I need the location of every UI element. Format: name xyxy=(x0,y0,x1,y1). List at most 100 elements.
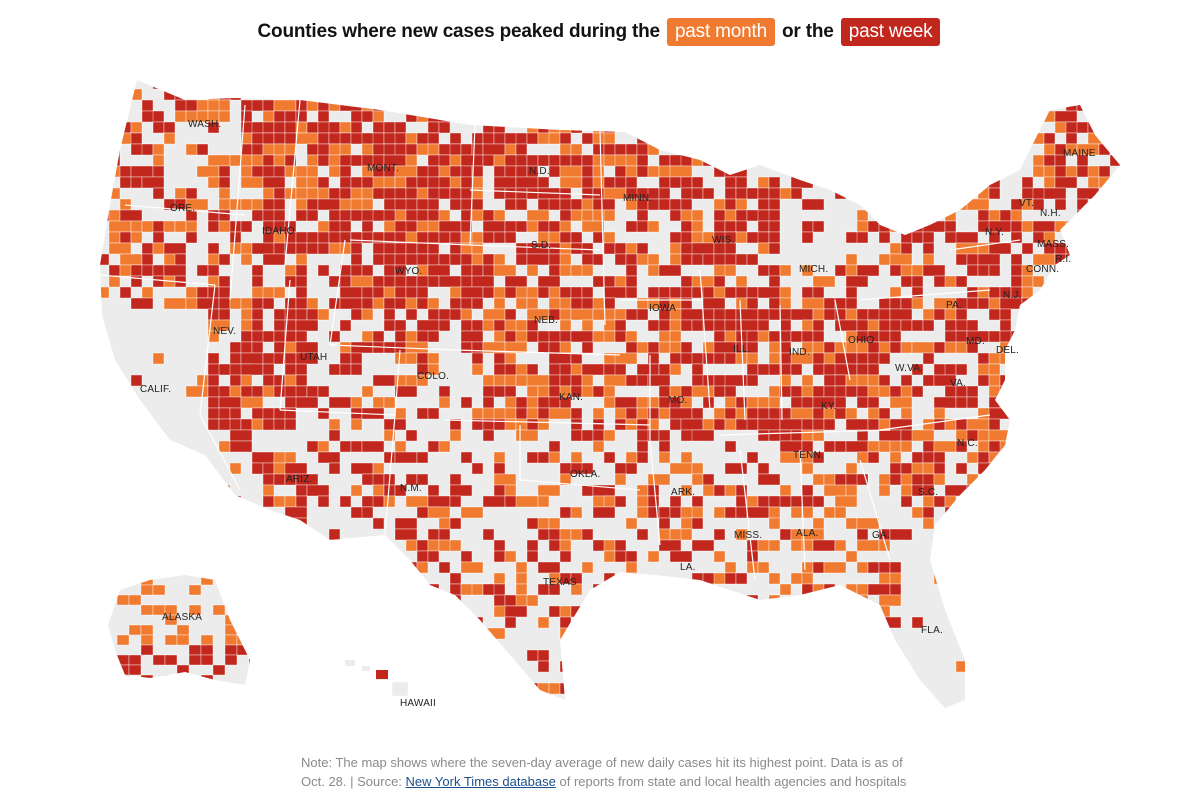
county-cell xyxy=(658,319,671,332)
alaska-county-cell xyxy=(140,624,154,636)
county-cell xyxy=(845,440,869,453)
county-cell xyxy=(900,440,913,453)
alaska-county-cell xyxy=(224,624,238,636)
county-cell xyxy=(471,264,484,277)
county-cell xyxy=(944,110,957,123)
county-cell xyxy=(394,286,407,299)
county-cell xyxy=(647,110,660,123)
county-cell xyxy=(383,451,396,464)
county-cell xyxy=(757,539,770,552)
county-cell xyxy=(1121,331,1132,342)
county-cell xyxy=(493,484,506,497)
county-cell xyxy=(878,693,891,706)
county-cell xyxy=(416,231,429,244)
county-cell xyxy=(603,495,616,508)
county-cell xyxy=(394,440,407,453)
county-cell xyxy=(416,297,429,310)
county-cell xyxy=(1087,363,1100,376)
county-cell xyxy=(262,176,286,189)
county-cell xyxy=(460,143,473,156)
county-cell xyxy=(900,209,924,222)
county-cell xyxy=(570,583,583,596)
county-cell xyxy=(812,99,825,112)
county-cell xyxy=(306,154,319,167)
county-cell xyxy=(394,451,418,464)
county-cell xyxy=(240,418,253,431)
county-cell xyxy=(471,638,495,651)
county-cell xyxy=(229,418,242,431)
county-cell xyxy=(1010,440,1023,453)
county-cell xyxy=(141,561,154,574)
county-cell xyxy=(900,341,913,354)
county-cell xyxy=(856,528,869,541)
county-cell xyxy=(889,440,902,453)
county-cell xyxy=(559,319,572,332)
county-cell xyxy=(240,352,264,365)
county-cell xyxy=(691,176,704,189)
county-cell xyxy=(680,682,693,695)
county-cell xyxy=(372,132,385,145)
note-text: Note: The map shows where the seven-day … xyxy=(301,755,903,789)
county-cell xyxy=(724,682,737,695)
county-cell xyxy=(394,638,407,651)
county-cell xyxy=(911,198,924,211)
state-label: PA. xyxy=(946,300,962,311)
county-cell xyxy=(801,374,814,387)
county-cell xyxy=(834,671,847,684)
county-cell xyxy=(1054,429,1067,442)
county-cell xyxy=(724,286,737,299)
county-cell xyxy=(537,682,550,695)
county-cell xyxy=(416,286,429,299)
county-cell xyxy=(823,583,836,596)
county-cell xyxy=(933,418,946,431)
county-cell xyxy=(394,385,418,398)
county-cell xyxy=(493,253,506,266)
county-cell xyxy=(504,374,517,387)
county-cell xyxy=(526,451,539,464)
county-cell xyxy=(966,176,990,189)
county-cell xyxy=(845,88,858,101)
county-cell xyxy=(592,253,605,266)
county-cell xyxy=(262,660,275,673)
county-cell xyxy=(1076,616,1089,629)
county-cell xyxy=(713,638,726,651)
county-cell xyxy=(713,220,726,233)
county-cell xyxy=(724,253,737,266)
county-cell xyxy=(977,352,990,365)
county-cell xyxy=(603,88,627,101)
county-cell xyxy=(625,660,638,673)
county-cell xyxy=(438,561,451,574)
state-label: MINN. xyxy=(623,193,652,204)
county-cell xyxy=(405,176,418,189)
county-cell xyxy=(295,583,319,596)
county-cell xyxy=(658,506,671,519)
county-cell xyxy=(163,242,187,255)
county-cell xyxy=(548,198,561,211)
county-cell xyxy=(1021,275,1034,288)
county-cell xyxy=(229,242,242,255)
county-cell xyxy=(317,385,330,398)
county-cell xyxy=(933,154,946,167)
county-cell xyxy=(273,341,286,354)
county-cell xyxy=(779,605,803,618)
county-cell xyxy=(724,176,737,189)
county-cell xyxy=(328,121,341,134)
county-cell xyxy=(856,352,869,365)
county-cell xyxy=(1021,671,1045,684)
county-cell xyxy=(372,693,385,706)
county-cell xyxy=(493,385,506,398)
county-cell xyxy=(955,165,968,178)
county-cell xyxy=(746,638,770,651)
county-cell xyxy=(372,297,385,310)
county-cell xyxy=(801,561,814,574)
county-cell xyxy=(152,121,165,134)
county-cell xyxy=(196,165,220,178)
county-cell xyxy=(1076,341,1089,354)
county-cell xyxy=(207,264,220,277)
county-cell xyxy=(988,407,1012,420)
county-cell xyxy=(559,253,572,266)
county-cell xyxy=(405,429,418,442)
county-cell xyxy=(427,407,440,420)
source-link[interactable]: New York Times database xyxy=(405,774,556,789)
county-cell xyxy=(790,385,803,398)
